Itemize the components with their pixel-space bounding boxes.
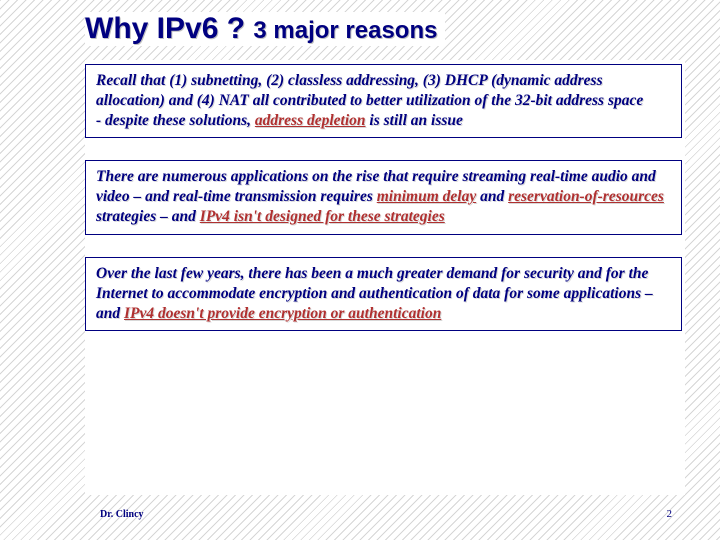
highlight-text: address depletion <box>255 112 366 129</box>
body-text: strategies – and <box>96 208 200 225</box>
reason-text-1: Recall that (1) subnetting, (2) classles… <box>96 71 671 130</box>
title-subtitle: 3 major reasons <box>253 17 437 44</box>
body-text: - despite these solutions, <box>96 112 255 129</box>
reason-text-3: Over the last few years, there has been … <box>96 264 671 323</box>
highlight-text: reservation-of-resources <box>508 188 664 205</box>
footer-author: Dr. Clincy <box>100 509 144 520</box>
highlight-text: minimum delay <box>377 188 476 205</box>
reason-text-2: There are numerous applications on the r… <box>96 167 671 226</box>
body-text: and <box>476 188 508 205</box>
slide-content: Why IPv6 ? 3 major reasons Recall that (… <box>0 0 720 540</box>
body-text: Recall that (1) subnetting, (2) classles… <box>96 72 643 109</box>
highlight-text: IPv4 isn't designed for these strategies <box>200 208 445 225</box>
body-text: is still an issue <box>366 112 463 129</box>
reason-box-3: Over the last few years, there has been … <box>85 257 682 331</box>
footer-page-number: 2 <box>667 508 673 520</box>
reason-box-1: Recall that (1) subnetting, (2) classles… <box>85 64 682 138</box>
highlight-text: IPv4 doesn't provide encryption or authe… <box>124 305 441 322</box>
slide-title: Why IPv6 ? 3 major reasons <box>85 12 445 46</box>
reason-box-2: There are numerous applications on the r… <box>85 160 682 234</box>
title-main: Why IPv6 ? <box>85 12 253 45</box>
